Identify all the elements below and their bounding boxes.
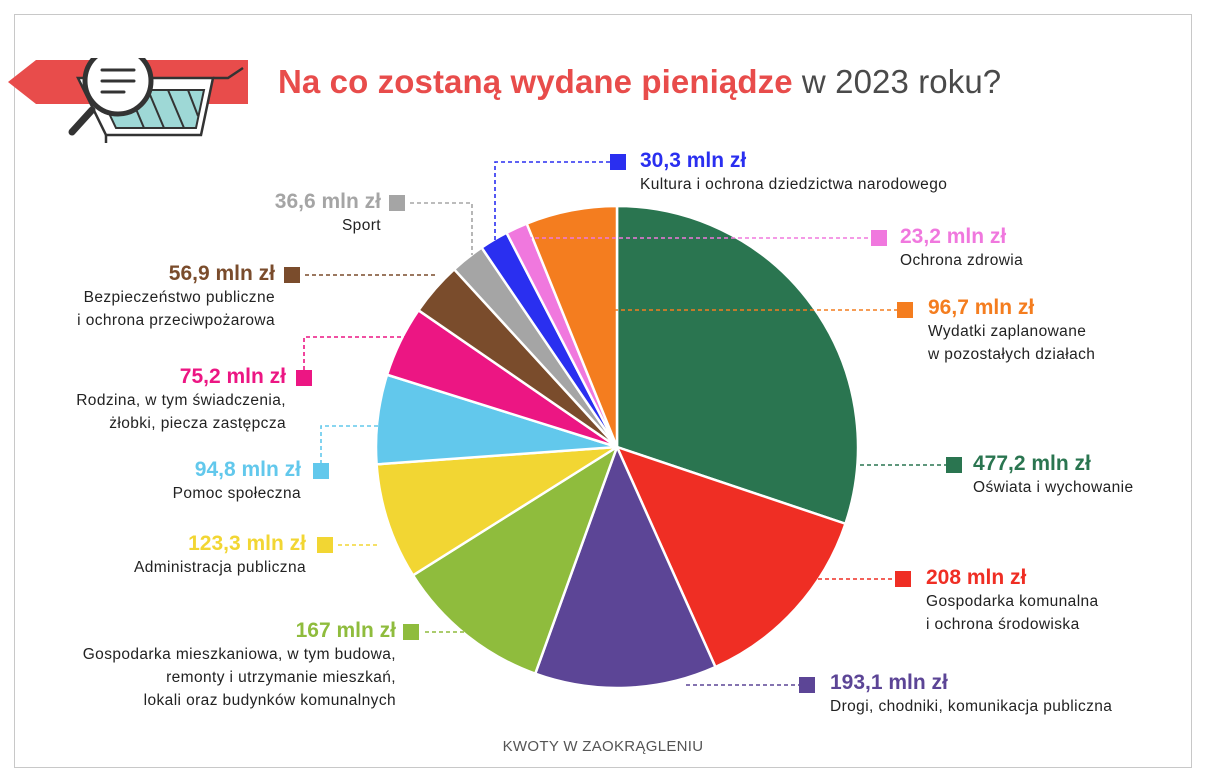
slice-description: Sport bbox=[341, 217, 381, 234]
shopping-cart-magnifier-icon bbox=[8, 58, 248, 143]
leader-line bbox=[410, 202, 473, 255]
pie-slice bbox=[615, 204, 860, 525]
slice-label: 75,2 mln zł Rodzina, w tym świadczenia, żł… bbox=[76, 365, 286, 435]
title-highlight: Na co zostaną wydane pieniądze bbox=[278, 63, 793, 100]
slice-label: 193,1 mln zł Drogi, chodniki, komunikacja… bbox=[830, 671, 1112, 718]
legend-marker bbox=[610, 154, 626, 170]
slice-description: i ochrona przeciwpożarowa bbox=[77, 312, 275, 329]
legend-marker bbox=[317, 537, 333, 553]
slice-description: żłobki, piecza zastępcza bbox=[109, 415, 286, 432]
footer-note: KWOTY W ZAOKRĄGLENIU bbox=[502, 738, 704, 755]
pie-slice bbox=[375, 445, 619, 577]
slice-value: 208 mln zł bbox=[926, 566, 1027, 589]
leader-line bbox=[303, 336, 418, 370]
slice-label: 94,8 mln zł Pomoc społeczna bbox=[173, 458, 301, 505]
slice-label: 30,3 mln zł Kultura i ochrona dziedzictwa… bbox=[640, 149, 947, 196]
pie-slice bbox=[615, 445, 847, 669]
slice-label: 477,2 mln zł Oświata i wychowanie bbox=[973, 452, 1133, 499]
slice-description: lokali oraz budynków komunalnych bbox=[143, 692, 396, 709]
title-rest: w 2023 roku? bbox=[792, 63, 1002, 100]
slice-description: Gospodarka mieszkaniowa, w tym budowa, bbox=[82, 646, 396, 663]
slice-label: 36,6 mln zł Sport bbox=[275, 190, 381, 237]
slice-description: Administracja publiczna bbox=[133, 559, 306, 576]
slice-description: w pozostałych działach bbox=[928, 346, 1096, 363]
slice-label: 23,2 mln zł Ochrona zdrowia bbox=[900, 225, 1023, 272]
legend-marker bbox=[946, 457, 962, 473]
slice-value: 75,2 mln zł bbox=[179, 365, 286, 388]
leader-line bbox=[320, 425, 388, 464]
slice-value: 30,3 mln zł bbox=[640, 149, 747, 172]
slice-label: 208 mln zł Gospodarka komunalna i ochrona … bbox=[926, 566, 1099, 636]
legend-marker bbox=[895, 571, 911, 587]
page-title: Na co zostaną wydane pieniądze w 2023 ro… bbox=[278, 63, 1001, 101]
slice-label: 96,7 mln zł Wydatki zaplanowane w pozostał… bbox=[928, 296, 1095, 366]
legend-marker bbox=[403, 624, 419, 640]
legend-marker bbox=[313, 463, 329, 479]
legend-marker bbox=[799, 677, 815, 693]
slice-description: Gospodarka komunalna bbox=[926, 593, 1099, 610]
legend-marker bbox=[296, 370, 312, 386]
slice-value: 123,3 mln zł bbox=[188, 532, 306, 555]
slice-value: 96,7 mln zł bbox=[928, 296, 1035, 319]
legend-marker bbox=[871, 230, 887, 246]
slice-value: 167 mln zł bbox=[295, 619, 396, 642]
slice-description: Kultura i ochrona dziedzictwa narodowego bbox=[640, 176, 948, 193]
slice-value: 23,2 mln zł bbox=[900, 225, 1007, 248]
slice-label: 123,3 mln zł Administracja publiczna bbox=[134, 532, 306, 579]
pie-slice bbox=[411, 445, 619, 675]
slice-description: remonty i utrzymanie mieszkań, bbox=[166, 669, 396, 686]
slice-description: Ochrona zdrowia bbox=[900, 252, 1024, 269]
slice-description: Oświata i wychowanie bbox=[973, 479, 1134, 496]
legend-marker bbox=[389, 195, 405, 211]
slice-value: 36,6 mln zł bbox=[274, 190, 381, 213]
slice-value: 477,2 mln zł bbox=[973, 452, 1091, 475]
slice-value: 94,8 mln zł bbox=[194, 458, 301, 481]
leader-line bbox=[494, 161, 610, 240]
slice-description: Wydatki zaplanowane bbox=[928, 323, 1087, 340]
slice-description: Pomoc społeczna bbox=[172, 485, 301, 502]
chart-frame bbox=[14, 14, 1192, 768]
slice-value: 56,9 mln zł bbox=[168, 262, 275, 285]
slice-description: i ochrona środowiska bbox=[926, 616, 1080, 633]
legend-marker bbox=[897, 302, 913, 318]
pie-slice bbox=[525, 204, 619, 449]
legend-marker bbox=[284, 267, 300, 283]
slice-description: Drogi, chodniki, komunikacja publiczna bbox=[830, 698, 1113, 715]
slice-label: 167 mln zł Gospodarka mieszkaniowa, w tym… bbox=[83, 619, 396, 712]
slice-value: 193,1 mln zł bbox=[830, 671, 948, 694]
slice-label: 56,9 mln zł Bezpieczeństwo publiczne i och… bbox=[77, 262, 275, 332]
slice-description: Bezpieczeństwo publiczne bbox=[83, 289, 275, 306]
pie-slice bbox=[534, 445, 717, 690]
slice-description: Rodzina, w tym świadczenia, bbox=[76, 392, 286, 409]
